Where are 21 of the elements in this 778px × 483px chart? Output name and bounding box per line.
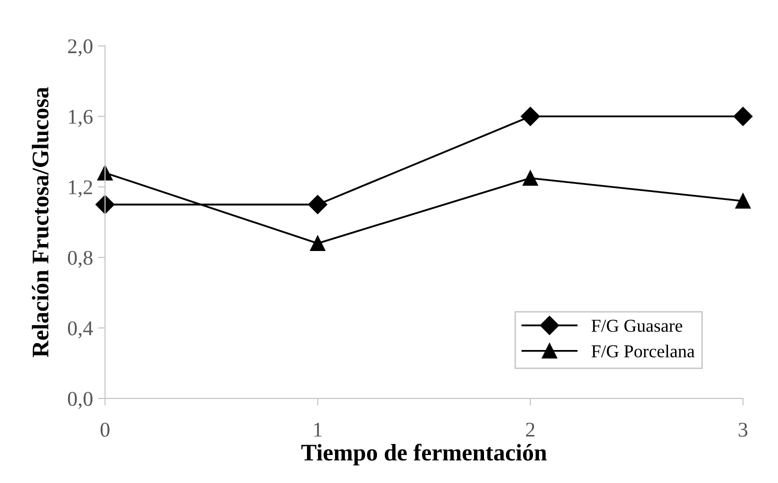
x-tick-label: 2 [526,422,534,437]
point [95,195,115,214]
y-tick-label: 1,6 [69,110,93,127]
x-tick-label: 1 [314,422,322,437]
point [308,195,328,214]
point [522,170,538,186]
point [735,193,751,209]
point [310,236,326,251]
legend-label: F/G Porcelana [592,344,695,358]
y-tick-label: 0,4 [68,321,93,338]
y-tick-label: 0,8 [68,250,92,268]
y-tick-label: 0,0 [68,392,92,409]
y-tick-label: 1,2 [69,180,92,198]
legend-label: F/G Guasare [592,320,682,332]
x-tick-label: 3 [738,422,748,437]
point [520,106,540,126]
y-axis-title: Relación Fructosa/Glucosa [32,87,49,358]
y-tick-label: 2,0 [68,39,92,56]
x-tick-label: 0 [100,422,110,437]
x-axis-title: Tiempo de fermentación [301,444,547,466]
point [733,106,753,126]
